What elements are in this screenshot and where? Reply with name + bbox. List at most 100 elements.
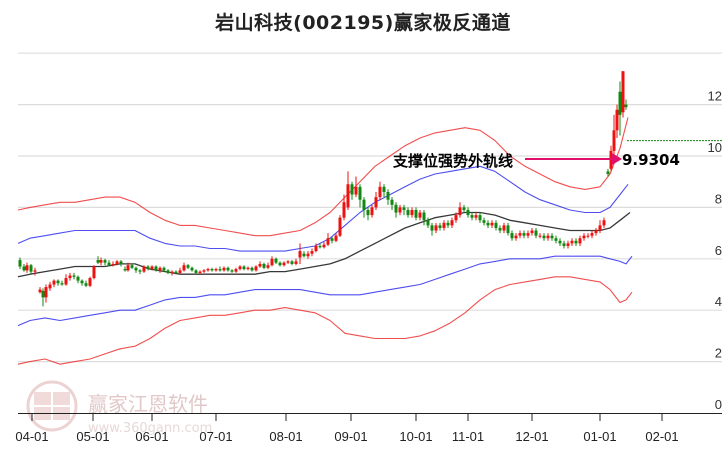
y-tick-label: 2: [715, 346, 722, 361]
candle-down: [618, 91, 622, 115]
candle-up: [182, 265, 186, 271]
candle-up: [222, 267, 226, 271]
candle-down: [84, 283, 88, 286]
candle-down: [574, 240, 578, 244]
candle-up: [234, 269, 238, 272]
candle-up: [68, 275, 72, 279]
candle-down: [72, 275, 76, 277]
candle-up: [214, 269, 218, 271]
candle-up: [582, 235, 586, 239]
y-axis-labels: 0 2 4 6 8 10 12: [708, 89, 722, 412]
candle-up: [442, 222, 446, 228]
candle-up: [586, 235, 590, 237]
x-tick-label: 08-01: [269, 429, 302, 444]
candle-down: [358, 186, 362, 200]
candle-down: [362, 199, 366, 210]
candle-down: [562, 243, 566, 246]
candle-down: [174, 271, 178, 273]
candle-down: [194, 270, 198, 273]
candle-up: [434, 225, 438, 231]
candle-up: [538, 235, 542, 237]
candle-down: [466, 209, 470, 216]
candle-down: [107, 262, 111, 266]
candle-down: [486, 222, 490, 226]
candle-up: [354, 186, 358, 195]
candle-down: [366, 209, 370, 216]
x-tick-label: 01-01: [583, 429, 616, 444]
candle-down: [130, 265, 134, 268]
candle-up: [294, 261, 298, 264]
watermark-brand: 赢家江恩软件: [88, 392, 208, 416]
candle-up: [418, 212, 422, 218]
candle-up: [64, 278, 68, 285]
candle-up: [566, 243, 570, 246]
candle-up: [33, 270, 37, 272]
candle-up: [602, 220, 606, 226]
x-tick-label: 02-01: [645, 429, 678, 444]
candle-up: [450, 220, 454, 226]
y-tick-label: 0: [715, 397, 722, 412]
x-tick-label: 04-01: [15, 429, 48, 444]
candle-down: [103, 260, 107, 263]
candle-down: [394, 204, 398, 213]
y-tick-label: 8: [715, 191, 722, 206]
y-tick-label: 4: [715, 294, 722, 309]
candle-up: [150, 266, 154, 270]
candle-down: [330, 238, 334, 241]
candle-up: [514, 235, 518, 239]
candle-down: [123, 269, 127, 271]
candle-down: [350, 184, 354, 195]
watermark: 赢家江恩软件 www.360gann.com: [26, 380, 212, 436]
candle-up: [598, 225, 602, 231]
candle-down: [498, 227, 502, 231]
candle-down: [406, 209, 410, 216]
candle-up: [526, 233, 530, 236]
candle-up: [374, 197, 378, 208]
candle-up: [378, 186, 382, 198]
candle-up: [202, 270, 206, 272]
candle-down: [624, 104, 628, 108]
x-tick-label: 06-01: [135, 429, 168, 444]
candle-up: [410, 209, 414, 216]
chart-title: 岩山科技(002195)赢家极反通道: [215, 12, 511, 34]
candle-up: [474, 215, 478, 218]
candle-up: [92, 266, 96, 279]
candle-down: [190, 267, 194, 271]
candle-up: [490, 222, 494, 226]
candle-down: [230, 270, 234, 272]
candle-up: [198, 271, 202, 273]
candle-down: [290, 261, 294, 264]
x-tick-label: 07-01: [199, 429, 232, 444]
watermark-logo-cell: [34, 392, 51, 405]
candle-up: [612, 130, 616, 151]
candle-up: [142, 266, 146, 272]
candle-up: [111, 263, 115, 266]
candle-down: [226, 267, 230, 271]
candle-down: [278, 262, 282, 266]
candle-up: [270, 258, 274, 266]
candle-up: [178, 270, 182, 273]
candle-down: [422, 212, 426, 221]
candle-down: [506, 225, 510, 234]
x-tick-label: 05-01: [76, 429, 109, 444]
candle-up: [88, 278, 92, 286]
candle-down: [22, 266, 26, 271]
candle-down: [446, 222, 450, 226]
support-annotation: 支撑位强势外轨线 9.9304: [392, 151, 680, 170]
candle-up: [254, 266, 258, 271]
candle-down: [462, 207, 466, 210]
candle-down: [510, 233, 514, 239]
candle-up: [594, 230, 598, 234]
candle-down: [146, 266, 150, 270]
annotation-value: 9.9304: [622, 151, 680, 169]
candle-up: [258, 263, 262, 267]
candle-up: [502, 225, 506, 231]
candle-down: [242, 266, 246, 270]
candle-down: [302, 253, 306, 257]
band-upper_outer: [17, 117, 629, 237]
candle-down: [386, 191, 390, 200]
watermark-logo-cell: [53, 392, 70, 405]
candle-up: [99, 260, 103, 263]
y-tick-label: 6: [715, 243, 722, 258]
